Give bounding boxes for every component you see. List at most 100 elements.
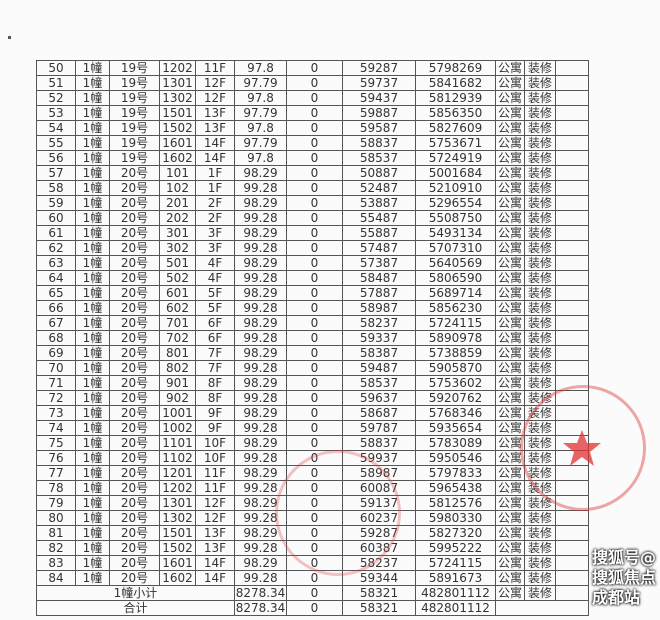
- cell-room: 502: [159, 270, 196, 286]
- cell-floor: 3F: [195, 225, 235, 241]
- cell-usage-type: 公寓: [495, 480, 525, 496]
- cell-area: 99.28: [234, 300, 287, 316]
- cell-floor: 14F: [195, 135, 235, 151]
- cell-room: 1601: [159, 135, 196, 151]
- watermark: 搜狐号@搜狐焦点成都站: [592, 548, 657, 607]
- cell-floor: 8F: [195, 390, 235, 406]
- cell-total-price: 5783089: [415, 435, 496, 451]
- cell-area: 99.28: [234, 480, 287, 496]
- cell-row-number: 82: [36, 540, 76, 556]
- cell-room: 1201: [159, 465, 196, 481]
- cell-zero-col: 0: [286, 120, 343, 136]
- cell-zero-col: 0: [286, 255, 343, 271]
- cell-area: 99.28: [234, 330, 287, 346]
- cell-total-price: 5806590: [415, 270, 496, 286]
- cell-decoration: 装修: [524, 225, 556, 241]
- cell-decoration: 装修: [524, 450, 556, 466]
- cell-area: 97.8: [234, 120, 287, 136]
- cell-zero-col: 0: [286, 555, 343, 571]
- table-row: 67 1幢 20号 701 6F 98.29 0 58237 5724115 公寓 装修: [36, 315, 589, 331]
- cell-unit: 19号: [109, 105, 160, 121]
- table-row: 57 1幢 20号 101 1F 98.29 0 50887 5001684 公寓 装修: [36, 165, 589, 181]
- cell-unit-price: 58837: [342, 435, 416, 451]
- cell-area: 98.29: [234, 375, 287, 391]
- cell-room: 1301: [159, 75, 196, 91]
- cell-row-number: 70: [36, 360, 76, 376]
- cell-total-price: 5508750: [415, 210, 496, 226]
- cell-decoration: 装修: [524, 285, 556, 301]
- cell-unit-price: 58537: [342, 375, 416, 391]
- cell-zero-col: 0: [286, 495, 343, 511]
- cell-usage-type: 公寓: [495, 315, 525, 331]
- cell-area: 97.8: [234, 150, 287, 166]
- cell-room: 801: [159, 345, 196, 361]
- cell-floor: 10F: [195, 450, 235, 466]
- cell-zero-col: 0: [286, 60, 343, 76]
- cell-unit-price: 58537: [342, 150, 416, 166]
- cell-unit-price: 57887: [342, 285, 416, 301]
- cell-floor: 14F: [195, 555, 235, 571]
- cell-floor: 2F: [195, 210, 235, 226]
- cell-room: 1101: [159, 435, 196, 451]
- cell-usage-type: 公寓: [495, 555, 525, 571]
- cell-decoration: 装修: [524, 105, 556, 121]
- cell-usage-type: 公寓: [495, 75, 525, 91]
- cell-usage-type: 公寓: [495, 360, 525, 376]
- cell-unit: 20号: [109, 285, 160, 301]
- cell-room: 302: [159, 240, 196, 256]
- cell-zero-col: 0: [286, 240, 343, 256]
- cell-decoration: 装修: [524, 495, 556, 511]
- cell-unit: 19号: [109, 90, 160, 106]
- cell-room: 1602: [159, 570, 196, 586]
- cell-usage-type: 公寓: [495, 195, 525, 211]
- table-row: 60 1幢 20号 202 2F 99.28 0 55487 5508750 公寓 装修: [36, 210, 589, 226]
- cell-extra: [555, 210, 589, 226]
- cell-room: 501: [159, 255, 196, 271]
- cell-unit: 20号: [109, 555, 160, 571]
- cell-extra: [555, 195, 589, 211]
- cell-usage-type: 公寓: [495, 465, 525, 481]
- cell-unit-price: 55487: [342, 210, 416, 226]
- cell-floor: 13F: [195, 120, 235, 136]
- cell-usage-type: 公寓: [495, 525, 525, 541]
- cell-floor: 5F: [195, 285, 235, 301]
- cell-floor: 6F: [195, 330, 235, 346]
- cell-unit: 20号: [109, 435, 160, 451]
- cell-total-price: 5798269: [415, 60, 496, 76]
- cell-unit-price: 58837: [342, 135, 416, 151]
- cell-floor: 4F: [195, 255, 235, 271]
- cell-building: 1幢: [75, 300, 110, 316]
- cell-extra: [555, 540, 589, 556]
- cell-row-number: 52: [36, 90, 76, 106]
- cell-decoration: 装修: [524, 360, 556, 376]
- cell-building: 1幢: [75, 330, 110, 346]
- cell-unit: 20号: [109, 210, 160, 226]
- cell-row-number: 72: [36, 390, 76, 406]
- cell-unit-price: 53887: [342, 195, 416, 211]
- cell-total-price: 5753602: [415, 375, 496, 391]
- cell-row-number: 65: [36, 285, 76, 301]
- cell-unit-price: 59437: [342, 90, 416, 106]
- cell-total-price: 5001684: [415, 165, 496, 181]
- cell-total-price: 5935654: [415, 420, 496, 436]
- cell-floor: 4F: [195, 270, 235, 286]
- cell-floor: 14F: [195, 150, 235, 166]
- cell-usage-type: 公寓: [495, 150, 525, 166]
- cell-usage-type: 公寓: [495, 435, 525, 451]
- cell-floor: 7F: [195, 360, 235, 376]
- cell-extra: [555, 510, 589, 526]
- cell-decoration: 装修: [524, 315, 556, 331]
- cell-extra: [555, 570, 589, 586]
- cell-extra: [555, 330, 589, 346]
- cell-decoration: 装修: [524, 255, 556, 271]
- cell-room: 1502: [159, 540, 196, 556]
- cell-room: 201: [159, 195, 196, 211]
- cell-row-number: 75: [36, 435, 76, 451]
- cell-area: 99.28: [234, 390, 287, 406]
- cell-area: 99.28: [234, 540, 287, 556]
- cell-floor: 3F: [195, 240, 235, 256]
- cell-total-price: 5841682: [415, 75, 496, 91]
- cell-usage-type: 公寓: [495, 225, 525, 241]
- cell-extra: [555, 390, 589, 406]
